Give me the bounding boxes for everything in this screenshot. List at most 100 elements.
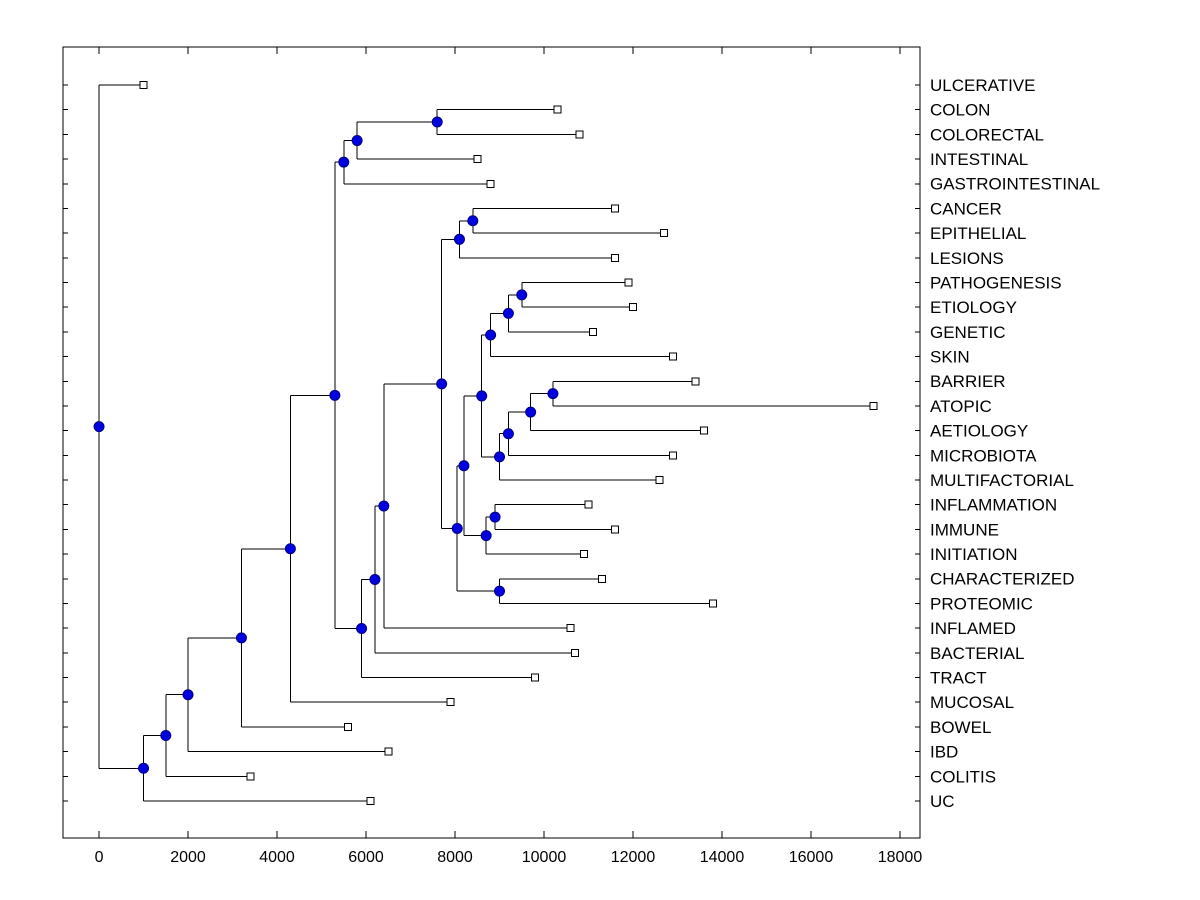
leaf-label: ATOPIC [930, 397, 992, 416]
leaf-marker [588, 327, 597, 336]
leaf-label: COLITIS [930, 767, 996, 786]
leaf-label: INTESTINAL [930, 150, 1028, 169]
leaf-marker [384, 747, 393, 756]
merge-node-marker [235, 632, 247, 644]
merge-node-marker [502, 307, 514, 319]
merge-node-marker [329, 389, 341, 401]
x-axis-tick-label: 2000 [170, 849, 206, 866]
merge-node-marker [525, 406, 537, 418]
leaf-marker [709, 599, 718, 608]
x-axis-tick-label: 16000 [789, 849, 834, 866]
x-axis-tick-label: 10000 [522, 849, 567, 866]
leaf-marker [660, 229, 669, 238]
leaf-label: BARRIER [930, 372, 1006, 391]
merge-node-marker [516, 289, 528, 301]
leaf-label: LESIONS [930, 249, 1004, 268]
merge-node-marker [489, 511, 501, 523]
leaf-marker [575, 130, 584, 139]
leaf-label: IBD [930, 743, 958, 762]
leaf-label: BACTERIAL [930, 644, 1024, 663]
merge-node-marker [182, 689, 194, 701]
merge-node-marker [480, 530, 492, 542]
leaf-label: EPITHELIAL [930, 224, 1026, 243]
merge-node-marker [453, 233, 465, 245]
leaf-marker [597, 574, 606, 583]
merge-node-marker [451, 522, 463, 534]
merge-node-marker [356, 622, 368, 634]
leaf-marker [584, 500, 593, 509]
leaf-marker [700, 426, 709, 435]
leaf-marker [486, 179, 495, 188]
leaf-label: ULCERATIVE [930, 76, 1036, 95]
merge-node-marker [467, 215, 479, 227]
leaf-label: COLON [930, 101, 990, 120]
leaf-label: CANCER [930, 199, 1002, 218]
leaf-marker [611, 525, 620, 534]
leaf-marker [473, 155, 482, 164]
leaf-marker [446, 698, 455, 707]
leaf-marker [553, 105, 562, 114]
merge-node-marker [436, 378, 448, 390]
leaf-label: UC [930, 792, 955, 811]
x-axis-tick-label: 0 [95, 849, 104, 866]
merge-node-marker [431, 116, 443, 128]
leaf-label: COLORECTAL [930, 125, 1044, 144]
leaf-marker [571, 648, 580, 657]
leaf-label: SKIN [930, 348, 970, 367]
leaf-label: INFLAMED [930, 619, 1016, 638]
leaf-label: BOWEL [930, 718, 991, 737]
leaf-marker [628, 303, 637, 312]
x-axis-tick-label: 4000 [259, 849, 295, 866]
leaf-marker [869, 401, 878, 410]
plot-border [62, 46, 921, 839]
leaf-marker [580, 550, 589, 559]
leaf-label: MULTIFACTORIAL [930, 471, 1074, 490]
leaf-marker [344, 722, 353, 731]
leaf-marker [531, 673, 540, 682]
merge-node-marker [160, 730, 172, 742]
leaf-label: ETIOLOGY [930, 298, 1017, 317]
leaf-label: CHARACTERIZED [930, 570, 1075, 589]
leaf-label: PATHOGENESIS [930, 273, 1062, 292]
merge-node-marker [369, 573, 381, 585]
merge-node-marker [502, 428, 514, 440]
x-axis-tick-label: 12000 [611, 849, 656, 866]
merge-node-marker [338, 156, 350, 168]
merge-node-marker [284, 543, 296, 555]
leaf-marker [655, 476, 664, 485]
merge-node-marker [378, 500, 390, 512]
leaf-label: AETIOLOGY [930, 422, 1028, 441]
merge-node-marker [485, 329, 497, 341]
leaf-marker [139, 81, 148, 89]
merge-node-marker [494, 451, 506, 463]
leaf-label: INFLAMMATION [930, 496, 1057, 515]
merge-node-marker [494, 585, 506, 597]
leaf-label: TRACT [930, 669, 987, 688]
merge-node-marker [476, 390, 488, 402]
leaf-marker [611, 204, 620, 213]
x-axis-tick-label: 14000 [700, 849, 745, 866]
leaf-marker [611, 253, 620, 262]
merge-node-marker [458, 460, 470, 472]
x-axis-tick-label: 18000 [878, 849, 923, 866]
leaf-marker [366, 797, 375, 805]
leaf-label: PROTEOMIC [930, 594, 1033, 613]
merge-node-marker [138, 762, 150, 774]
leaf-label: GENETIC [930, 323, 1006, 342]
leaf-marker [669, 352, 678, 361]
leaf-label: INITIATION [930, 545, 1018, 564]
leaf-label: GASTROINTESTINAL [930, 175, 1100, 194]
x-axis-tick-label: 8000 [437, 849, 473, 866]
leaf-marker [246, 772, 255, 781]
leaf-label: MICROBIOTA [930, 446, 1037, 465]
leaf-marker [691, 377, 700, 386]
leaf-marker [624, 278, 633, 287]
x-axis-tick-label: 6000 [348, 849, 384, 866]
leaf-marker [566, 624, 575, 633]
merge-node-marker [351, 135, 363, 147]
leaf-label: MUCOSAL [930, 693, 1014, 712]
leaf-marker [669, 451, 678, 460]
